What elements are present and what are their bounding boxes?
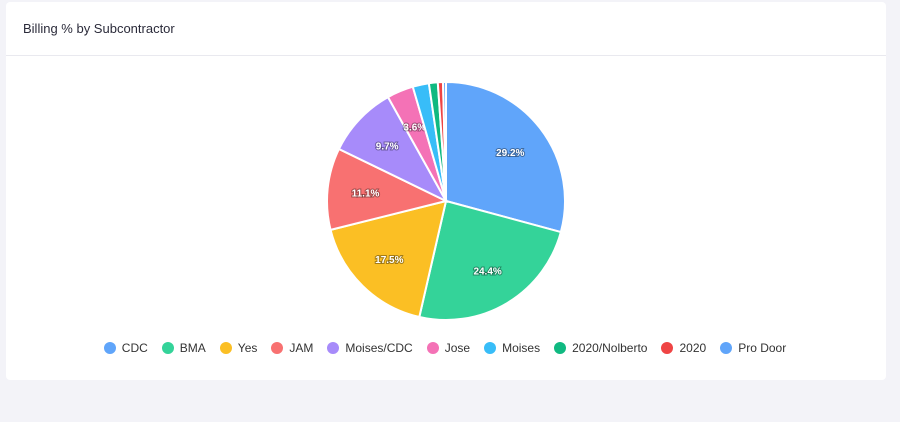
card-title: Billing % by Subcontractor <box>6 2 886 56</box>
legend-marker <box>219 342 232 354</box>
legend-marker <box>720 342 733 354</box>
pie-slice-bma[interactable] <box>418 199 563 321</box>
pie-slice-yes[interactable] <box>329 199 448 319</box>
legend-item[interactable]: Moises/CDC <box>327 341 413 355</box>
legend-item[interactable]: Moises <box>484 341 540 355</box>
legend-label: CDC <box>121 341 148 355</box>
legend-marker <box>426 342 439 354</box>
legend-item[interactable]: Pro Door <box>720 341 786 355</box>
data-label: 3.6% <box>403 122 426 133</box>
legend-label: BMA <box>179 341 206 355</box>
legend-label: Pro Door <box>738 341 787 355</box>
legend-marker <box>484 342 497 354</box>
legend-marker <box>161 342 174 354</box>
legend-item[interactable]: CDC <box>103 341 148 355</box>
legend-item[interactable]: Jose <box>426 341 471 355</box>
legend-item[interactable]: BMA <box>161 341 206 355</box>
data-label: 11.1% <box>352 189 380 200</box>
chart-card: Billing % by Subcontractor 29.2% 24.4% 17.… <box>6 2 886 380</box>
data-label: 9.7% <box>376 141 399 152</box>
legend-item[interactable]: 2020/Nolberto <box>554 341 647 355</box>
legend-label: 2020/Nolberto <box>572 341 648 355</box>
pie-slice-pro-door[interactable] <box>441 80 447 202</box>
data-label: 24.4% <box>473 266 501 277</box>
legend-marker <box>327 342 340 354</box>
data-label: 29.2% <box>496 148 524 159</box>
pie-chart: 29.2% 24.4% 17.5% 11.1% 9.7% 3.6% <box>326 80 566 321</box>
legend-label: Yes <box>237 341 258 355</box>
legend-marker <box>103 342 116 354</box>
pie-slice-cdc[interactable] <box>445 80 566 234</box>
data-label: 17.5% <box>375 255 403 266</box>
pie-slice-jam[interactable] <box>326 147 449 232</box>
legend-label: Moises/CDC <box>345 341 413 355</box>
legend-item[interactable]: 2020 <box>661 341 706 355</box>
legend-label: Jose <box>444 341 471 355</box>
legend-label: 2020 <box>679 341 707 355</box>
legend-marker <box>554 342 567 354</box>
legend-item[interactable]: JAM <box>271 341 313 355</box>
legend-label: Moises <box>502 341 541 355</box>
legend-marker <box>661 342 674 354</box>
legend-label: JAM <box>289 341 314 355</box>
legend-marker <box>271 342 284 354</box>
legend: CDC BMA Yes JAM Moises/CDC Jose Moises 2020/Nol… <box>6 341 886 355</box>
legend-item[interactable]: Yes <box>219 341 258 355</box>
